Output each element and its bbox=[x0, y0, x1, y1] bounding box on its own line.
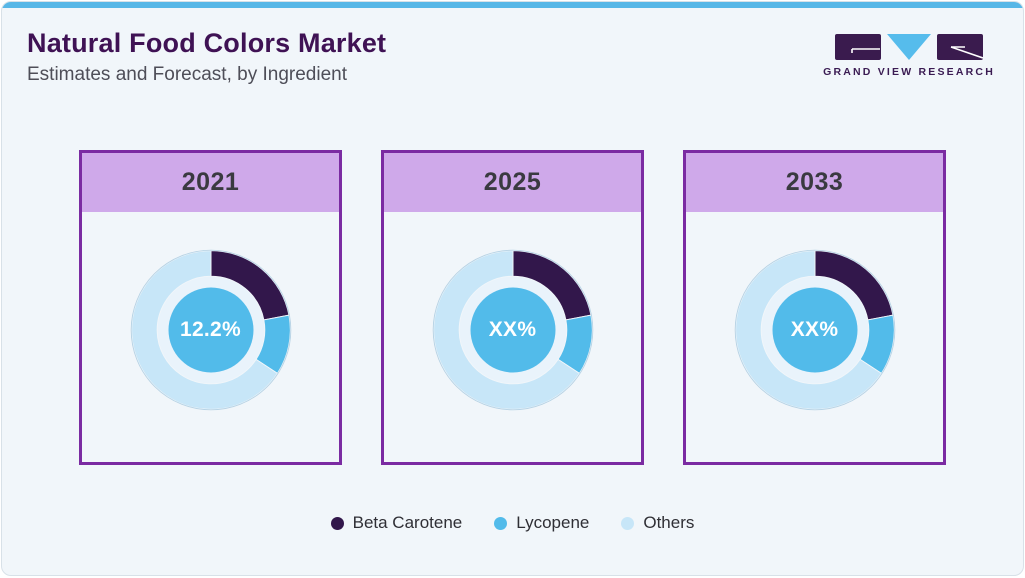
donut-svg bbox=[734, 249, 895, 411]
year-card-2033: 2033 XX% bbox=[683, 150, 946, 466]
year-card-title: 2025 bbox=[384, 153, 641, 213]
year-card-title: 2021 bbox=[82, 153, 339, 213]
year-card-2025: 2025 XX% bbox=[381, 150, 644, 466]
legend-item-lycopene: Lycopene bbox=[494, 513, 589, 533]
legend-dot-others bbox=[621, 516, 635, 530]
donut-chart-2033: XX% bbox=[730, 245, 900, 415]
year-card-2021: 2021 12.2% bbox=[79, 150, 342, 466]
donut-svg bbox=[130, 249, 291, 411]
donut-chart-2021: 12.2% bbox=[126, 245, 296, 415]
gvr-logo: GRAND VIEW RESEARCH bbox=[823, 34, 995, 78]
year-cards-row: 2021 12.2% 2025 XX% 2033 XX% bbox=[2, 150, 1023, 466]
legend-label: Beta Carotene bbox=[352, 513, 463, 533]
top-accent-bar bbox=[2, 2, 1023, 8]
legend-label: Others bbox=[643, 513, 695, 533]
page-subtitle: Estimates and Forecast, by Ingredient bbox=[27, 64, 347, 86]
header-titles: Natural Food Colors Market Estimates and… bbox=[27, 28, 386, 86]
donut-chart-2025: XX% bbox=[428, 245, 598, 415]
legend: Beta Carotene Lycopene Others bbox=[2, 513, 1023, 533]
gvr-logo-icon bbox=[835, 34, 984, 60]
legend-label: Lycopene bbox=[516, 513, 590, 533]
legend-dot-beta-carotene bbox=[330, 516, 344, 530]
donut-svg bbox=[432, 249, 593, 411]
legend-dot-lycopene bbox=[494, 516, 508, 530]
legend-item-beta-carotene: Beta Carotene bbox=[330, 513, 463, 533]
gvr-logo-wordmark: GRAND VIEW RESEARCH bbox=[823, 66, 995, 78]
year-card-title: 2033 bbox=[686, 153, 943, 213]
legend-item-others: Others bbox=[621, 513, 694, 533]
header: Natural Food Colors Market Estimates and… bbox=[2, 8, 1023, 86]
page-title: Natural Food Colors Market bbox=[27, 28, 387, 58]
